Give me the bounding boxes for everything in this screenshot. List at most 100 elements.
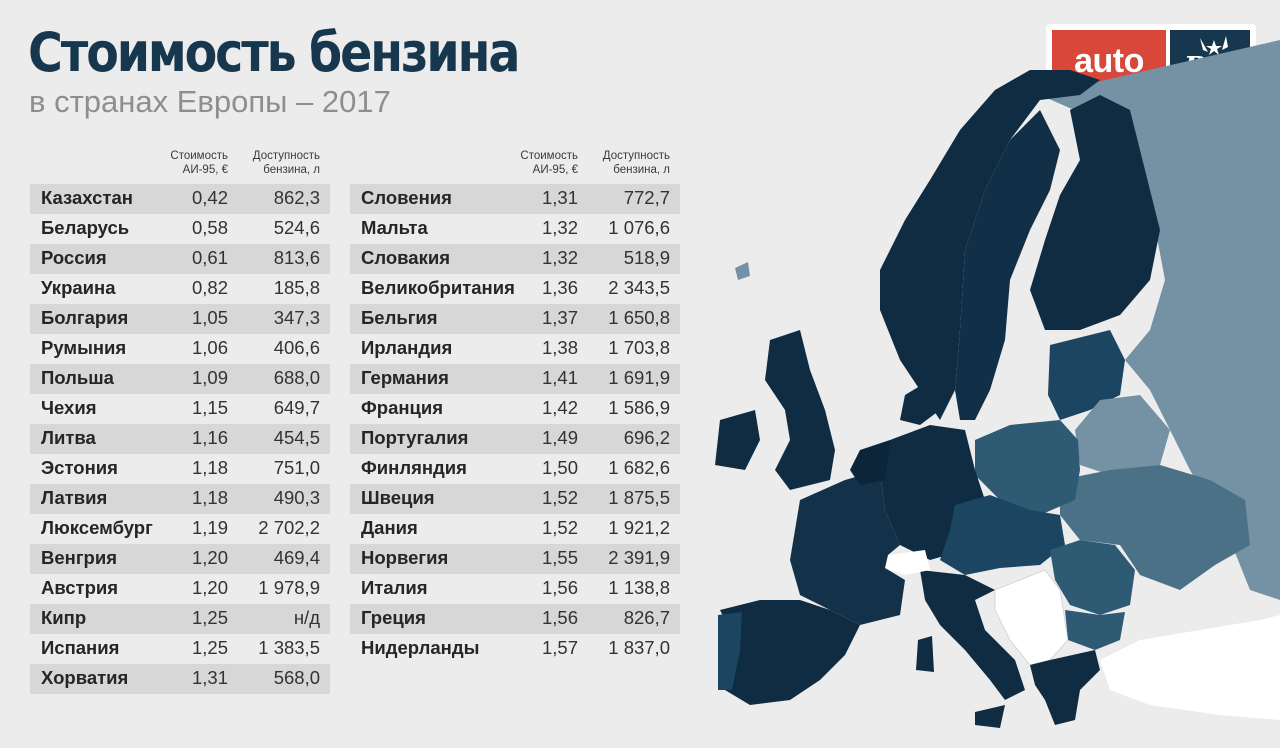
map-finland [1030,95,1160,330]
country-name: Бельгия [361,307,438,328]
price-value: 1,25 [191,607,228,628]
price-value: 1,32 [541,247,578,268]
europe-map [715,40,1280,728]
price-value: 0,82 [191,277,228,298]
availability-value: 1 703,8 [608,337,670,358]
country-name: Австрия [41,577,119,598]
map-france [790,470,905,625]
map-bulgaria [1065,610,1125,650]
price-value: 1,20 [191,577,228,598]
country-name: Литва [41,427,96,448]
country-name: Латвия [41,487,108,508]
availability-value: 1 586,9 [608,397,670,418]
country-name: Финляндия [361,457,467,478]
availability-value: 1 691,9 [608,367,670,388]
table-header: Стоимость АИ-95, € Доступность бензина, … [30,140,330,184]
availability-value: 469,4 [273,547,320,568]
availability-value: 688,0 [273,367,320,388]
table-row: Люксембург 1,19 2 702,2 [30,514,330,544]
availability-value: 490,3 [273,487,320,508]
table-row: Дания 1,52 1 921,2 [350,514,680,544]
price-value: 1,52 [541,487,578,508]
map-baltics [1048,330,1125,420]
price-table-right: Стоимость АИ-95, € Доступность бензина, … [350,140,680,664]
price-value: 1,56 [541,577,578,598]
price-value: 0,58 [191,217,228,238]
country-name: Эстония [41,457,118,478]
map-ukraine [1060,465,1250,590]
price-value: 1,19 [191,517,228,538]
country-name: Норвегия [361,547,449,568]
country-name: Словения [361,187,452,208]
price-value: 1,25 [191,637,228,658]
price-value: 0,61 [191,247,228,268]
map-ireland [715,410,760,470]
price-value: 1,18 [191,487,228,508]
country-name: Испания [41,637,120,658]
availability-value: 696,2 [623,427,670,448]
map-sweden [955,110,1060,420]
country-name: Венгрия [41,547,117,568]
table-row: Болгария 1,05 347,3 [30,304,330,334]
map-belarus [1075,395,1170,475]
country-name: Люксембург [41,517,153,538]
country-name: Великобритания [361,277,515,298]
price-value: 1,38 [541,337,578,358]
availability-value: 1 650,8 [608,307,670,328]
price-table-left: Стоимость АИ-95, € Доступность бензина, … [30,140,330,694]
availability-value: 751,0 [273,457,320,478]
table-row: Хорватия 1,31 568,0 [30,664,330,694]
table-row: Швеция 1,52 1 875,5 [350,484,680,514]
table-row: Великобритания 1,36 2 343,5 [350,274,680,304]
country-name: Португалия [361,427,469,448]
price-value: 1,37 [541,307,578,328]
price-column-header: Стоимость АИ-95, € [170,150,228,176]
availability-value: 1 978,9 [258,577,320,598]
map-benelux [850,440,890,485]
country-name: Швеция [361,487,435,508]
availability-value: 2 343,5 [608,277,670,298]
availability-value: 1 875,5 [608,487,670,508]
availability-value: 1 383,5 [258,637,320,658]
availability-value: 406,6 [273,337,320,358]
country-name: Румыния [41,337,127,358]
country-name: Мальта [361,217,428,238]
availability-column-header: Доступность бензина, л [252,150,320,176]
table-header: Стоимость АИ-95, € Доступность бензина, … [350,140,680,184]
price-column-header: Стоимость АИ-95, € [520,150,578,176]
price-value: 1,15 [191,397,228,418]
availability-value: 826,7 [623,607,670,628]
price-value: 1,16 [191,427,228,448]
page-title: Стоимость бензина [28,21,520,84]
price-value: 1,32 [541,217,578,238]
table-row: Румыния 1,06 406,6 [30,334,330,364]
availability-column-header: Доступность бензина, л [602,150,670,176]
table-row: Казахстан 0,42 862,3 [30,184,330,214]
availability-value: 1 837,0 [608,637,670,658]
availability-value: 568,0 [273,667,320,688]
price-value: 1,09 [191,367,228,388]
table-row: Мальта 1,32 1 076,6 [350,214,680,244]
availability-value: н/д [293,607,320,628]
price-value: 1,50 [541,457,578,478]
table-row: Португалия 1,49 696,2 [350,424,680,454]
map-islands [916,636,1005,728]
table-row: Россия 0,61 813,6 [30,244,330,274]
price-value: 1,52 [541,517,578,538]
availability-value: 813,6 [273,247,320,268]
map-norway [880,70,1100,420]
price-value: 1,57 [541,637,578,658]
page-subtitle: в странах Европы – 2017 [29,84,391,119]
table-row: Польша 1,09 688,0 [30,364,330,394]
map-italy [920,570,1025,700]
price-value: 1,20 [191,547,228,568]
table-row: Норвегия 1,55 2 391,9 [350,544,680,574]
map-spain [720,600,860,705]
table-row: Украина 0,82 185,8 [30,274,330,304]
price-value: 1,36 [541,277,578,298]
map-switzerland [885,550,930,575]
country-name: Болгария [41,307,129,328]
availability-value: 862,3 [273,187,320,208]
map-russia [1040,40,1280,600]
table-row: Италия 1,56 1 138,8 [350,574,680,604]
